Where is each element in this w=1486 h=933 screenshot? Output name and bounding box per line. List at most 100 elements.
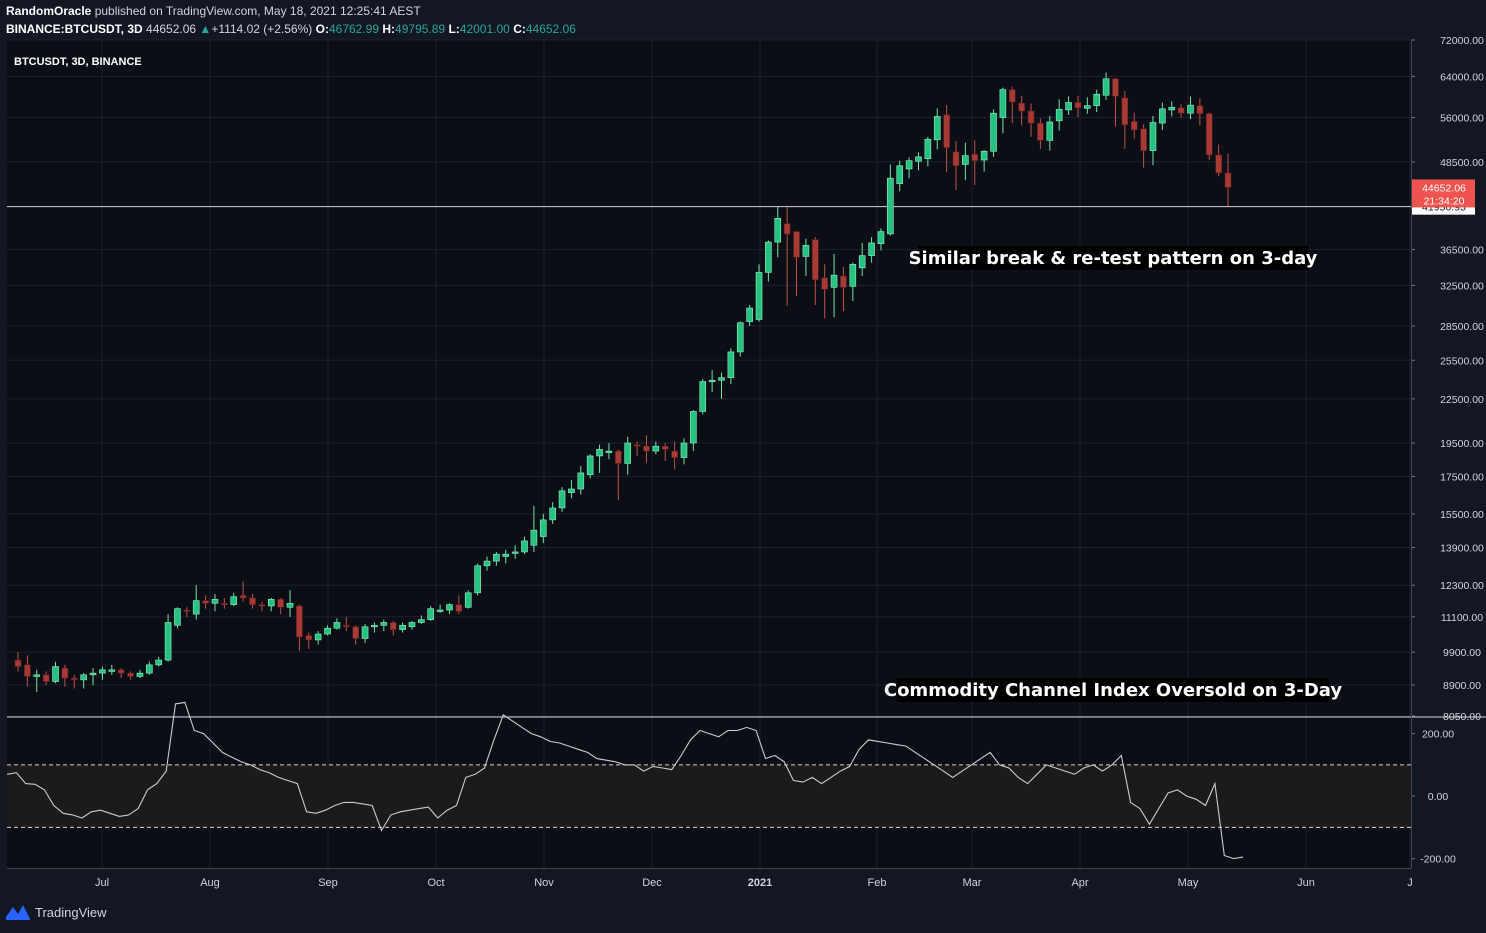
candle-up — [408, 622, 416, 628]
last-price-tag — [1412, 179, 1475, 208]
candle-up — [146, 664, 153, 674]
y-tick-label: 64000.00 — [1440, 71, 1484, 83]
candle-up — [1187, 104, 1194, 114]
tradingview-brand: TradingView — [35, 904, 107, 920]
y-tick-label: 13900.00 — [1440, 542, 1484, 554]
x-tick-label: Aug — [200, 877, 220, 889]
candle-up — [521, 540, 528, 553]
annotation-cci-oversold: Commodity Channel Index Oversold on 3-Da… — [884, 680, 1343, 701]
candle-up — [1065, 102, 1072, 111]
candle-up — [511, 551, 519, 554]
high-key: H: — [382, 22, 396, 36]
y-tick-label: 15500.00 — [1440, 509, 1484, 521]
candle-down — [1027, 110, 1035, 124]
candle-down — [821, 277, 828, 290]
candle-up — [539, 519, 547, 537]
y-tick-label: 48500.00 — [1440, 157, 1484, 169]
candle-up — [361, 626, 369, 639]
x-tick-label: Apr — [1071, 877, 1088, 889]
candle-up — [371, 625, 378, 628]
candle-down — [183, 609, 191, 612]
candle-up — [502, 553, 510, 557]
candle-up — [474, 565, 481, 594]
last-price: 44652.06 — [146, 22, 197, 36]
candle-up — [549, 507, 556, 521]
open-value: 46762.99 — [328, 22, 380, 36]
candle-down — [277, 599, 284, 608]
candle-down — [952, 151, 960, 167]
up-arrow-icon: ▲ — [199, 22, 212, 36]
y-tick-label: 32500.00 — [1440, 280, 1484, 292]
candle-down — [661, 445, 669, 450]
candle-up — [436, 609, 444, 612]
candle-up — [99, 669, 106, 674]
candle-up — [999, 89, 1007, 118]
candle-up — [896, 165, 904, 184]
candle-down — [1177, 107, 1185, 114]
candle-up — [905, 160, 913, 170]
candle-down — [352, 626, 359, 639]
candle-up — [1149, 122, 1157, 151]
candle-down — [1121, 97, 1129, 126]
candle-up — [211, 599, 219, 604]
x-tick-label: Jun — [1297, 877, 1315, 889]
candle-up — [718, 377, 725, 381]
candle-up — [558, 490, 566, 509]
x-tick-label: Nov — [534, 877, 554, 889]
candle-down — [296, 605, 303, 638]
price-change: +1114.02 (+2.56%) — [211, 22, 313, 36]
candle-up — [868, 242, 875, 256]
candle-up — [802, 245, 810, 257]
tradingview-logo[interactable]: TradingView — [6, 904, 107, 920]
ohlc-legend: BINANCE:BTCUSDT, 3D 44652.06 ▲+1114.02 (… — [6, 22, 576, 36]
candle-up — [746, 307, 753, 322]
candle-down — [202, 600, 209, 604]
candle-down — [42, 674, 50, 682]
annotation-break-retest: Similar break & re-test pattern on 3-day — [909, 248, 1318, 269]
candle-up — [418, 619, 425, 623]
candle-up — [849, 264, 857, 287]
candle-down — [811, 239, 819, 281]
candle-down — [1140, 128, 1147, 151]
candle-up — [990, 112, 997, 152]
candle-up — [596, 449, 603, 457]
candle-up — [230, 596, 238, 605]
publish-meta: published on TradingView.com, May 18, 20… — [94, 4, 421, 18]
candle-up — [774, 217, 782, 243]
candle-up — [577, 472, 585, 490]
candle-down — [1205, 113, 1213, 156]
candle-up — [962, 155, 969, 165]
candle-up — [568, 488, 575, 494]
y-tick-label: 12300.00 — [1440, 580, 1484, 592]
candle-up — [858, 255, 866, 269]
candle-up — [192, 600, 200, 615]
candle-up — [427, 608, 435, 620]
candle-down — [221, 602, 228, 606]
candle-down — [455, 604, 463, 612]
candle-up — [155, 659, 162, 666]
chart-canvas[interactable]: Jul Aug Sep Oct Nov Dec 2021 Feb Mar Apr May Jun J 72… — [0, 0, 1486, 900]
y-tick-label: 72000.00 — [1440, 35, 1484, 47]
y-tick-label: 17500.00 — [1440, 471, 1484, 483]
candle-down — [24, 664, 31, 677]
candle-up — [924, 138, 932, 160]
candle-down — [793, 231, 800, 258]
candle-up — [1093, 93, 1100, 106]
candle-up — [493, 553, 500, 562]
tradingview-icon — [6, 905, 30, 920]
candle-down — [943, 114, 950, 148]
candle-down — [61, 667, 69, 679]
candle-down — [783, 223, 791, 235]
candle-up — [680, 442, 688, 458]
close-key: C: — [513, 22, 526, 36]
candle-down — [1130, 121, 1138, 131]
author-name[interactable]: RandomOracle — [6, 4, 92, 18]
candle-down — [643, 445, 650, 452]
candle-up — [690, 411, 697, 444]
candle-up — [324, 627, 331, 635]
candle-down — [14, 659, 22, 667]
low-value: 42001.00 — [459, 22, 510, 36]
candle-up — [915, 156, 922, 162]
candle-up — [89, 672, 97, 676]
candle-up — [380, 622, 388, 626]
